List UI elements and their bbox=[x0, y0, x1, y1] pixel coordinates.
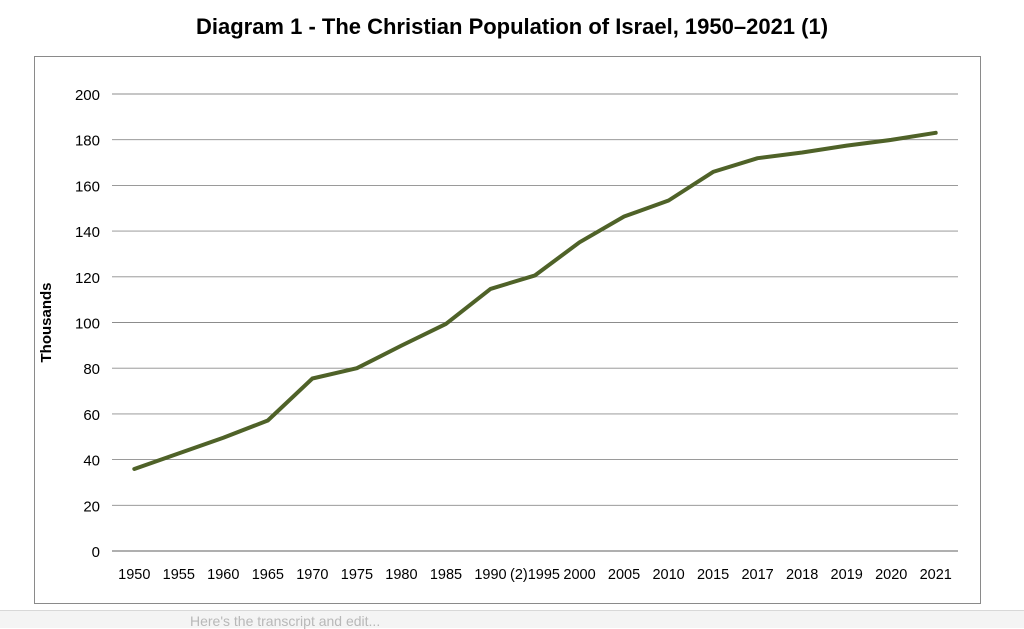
data-point bbox=[178, 452, 180, 454]
x-tick-label: 2020 bbox=[875, 567, 907, 583]
x-tick-label: 1990 bbox=[474, 567, 506, 583]
x-tick-label: 1955 bbox=[163, 567, 195, 583]
chart-frame: 0 20 40 60 80 100 120 140 160 180 200 1950 1955 1960… bbox=[34, 56, 981, 604]
x-tick-label: (2)1995 bbox=[510, 567, 560, 583]
data-point bbox=[356, 367, 358, 369]
data-point bbox=[623, 215, 625, 217]
data-point bbox=[579, 241, 581, 243]
data-point bbox=[890, 139, 892, 141]
y-tick-label: 40 bbox=[83, 453, 100, 470]
data-point bbox=[801, 151, 803, 153]
x-tick-label: 2019 bbox=[831, 567, 863, 583]
data-point bbox=[712, 171, 714, 173]
x-tick-label: 2018 bbox=[786, 567, 818, 583]
data-point bbox=[133, 468, 135, 470]
data-point bbox=[267, 420, 269, 422]
x-tick-label: 1960 bbox=[207, 567, 239, 583]
bottom-strip: Here's the transcript and edit... bbox=[0, 610, 1024, 629]
chart-title: Diagram 1 - The Christian Population of … bbox=[195, 14, 829, 39]
y-tick-label: 0 bbox=[92, 544, 100, 561]
data-point bbox=[534, 274, 536, 276]
series-line bbox=[132, 130, 938, 471]
data-point bbox=[400, 345, 402, 347]
y-tick-label: 60 bbox=[83, 407, 100, 424]
x-tick-label: 1980 bbox=[385, 567, 417, 583]
x-tick-label: 1965 bbox=[252, 567, 284, 583]
data-point bbox=[311, 377, 313, 379]
y-axis-label: Thousands bbox=[38, 282, 55, 362]
data-point bbox=[935, 132, 937, 134]
x-tick-label: 2000 bbox=[563, 567, 595, 583]
x-tick-label: 1950 bbox=[118, 567, 150, 583]
x-tick-label: 2021 bbox=[920, 567, 952, 583]
data-point bbox=[846, 145, 848, 147]
x-tick-label: 2017 bbox=[741, 567, 773, 583]
data-point bbox=[668, 199, 670, 201]
y-axis-ticks: 0 20 40 60 80 100 120 140 160 180 200 bbox=[75, 87, 100, 561]
y-tick-label: 100 bbox=[75, 316, 100, 333]
x-tick-label: 1975 bbox=[341, 567, 373, 583]
series-layer bbox=[132, 130, 938, 471]
y-tick-label: 180 bbox=[75, 133, 100, 150]
data-point bbox=[445, 323, 447, 325]
x-tick-label: 1970 bbox=[296, 567, 328, 583]
y-tick-label: 140 bbox=[75, 224, 100, 241]
y-tick-label: 200 bbox=[75, 87, 100, 104]
footer-fragment: Here's the transcript and edit... bbox=[190, 613, 381, 629]
data-point bbox=[222, 437, 224, 439]
x-tick-label: 1985 bbox=[430, 567, 462, 583]
line-chart: 0 20 40 60 80 100 120 140 160 180 200 1950 1955 1960… bbox=[38, 87, 958, 583]
x-tick-label: 2010 bbox=[652, 567, 684, 583]
x-axis-ticks: 1950 1955 1960 1965 1970 1975 1980 1985 1990 (2)1… bbox=[118, 567, 952, 583]
y-tick-label: 160 bbox=[75, 178, 100, 195]
data-point bbox=[489, 288, 491, 290]
y-tick-label: 20 bbox=[83, 498, 100, 515]
y-tick-label: 80 bbox=[83, 361, 100, 378]
data-point bbox=[757, 157, 759, 159]
x-tick-label: 2005 bbox=[608, 567, 640, 583]
x-tick-label: 2015 bbox=[697, 567, 729, 583]
y-tick-label: 120 bbox=[75, 270, 100, 287]
gridlines bbox=[112, 93, 958, 552]
